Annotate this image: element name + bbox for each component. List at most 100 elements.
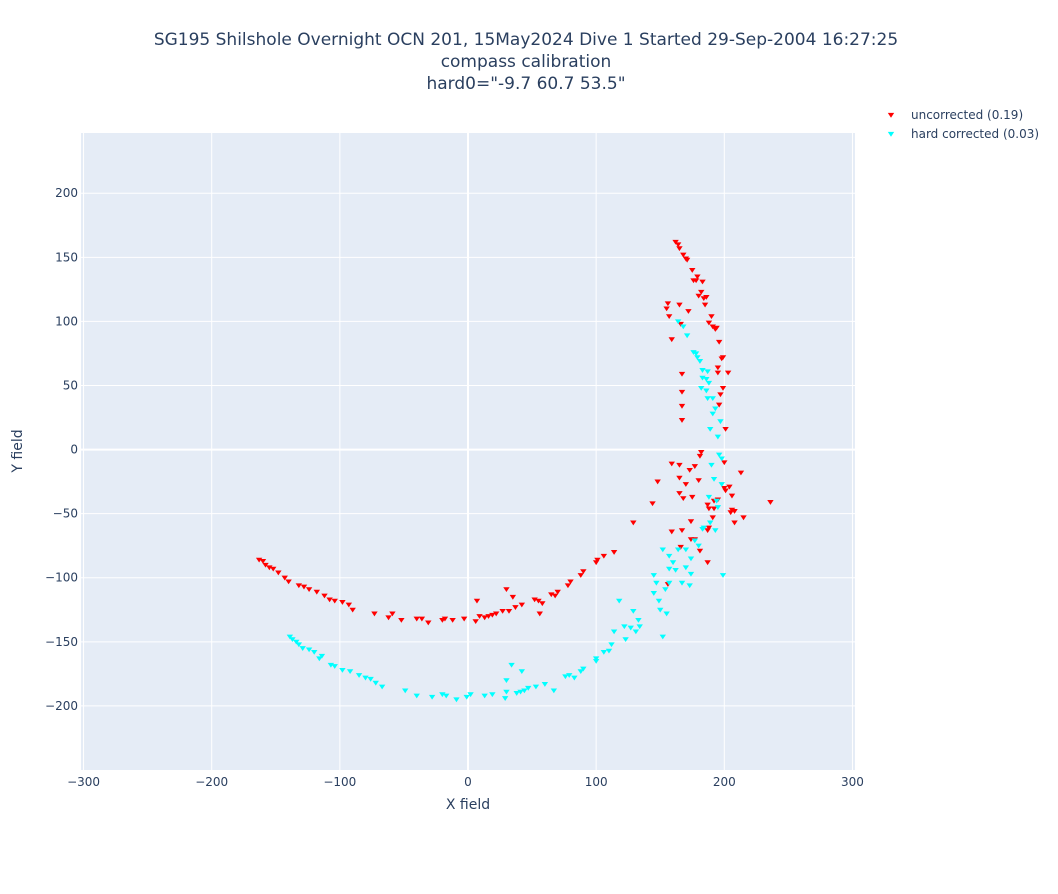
data-point [539,601,546,607]
data-point [508,662,515,668]
data-point [721,485,728,491]
data-point [689,494,696,500]
data-point [695,478,702,484]
data-point [594,557,601,563]
data-point [517,689,524,695]
data-point [665,566,673,572]
data-point [512,605,519,610]
data-point [460,616,468,622]
legend-marker-uncorrected [887,112,895,118]
legend-label-uncorrected: uncorrected (0.19) [911,108,1023,122]
data-point [708,462,715,468]
data-point [355,673,363,678]
data-point [313,589,320,595]
data-point [275,570,282,576]
y-tick-label: 200 [55,186,78,200]
data-point [687,556,695,562]
data-point [577,573,584,578]
data-point [677,544,684,550]
data-point [439,692,446,698]
data-point [630,608,637,614]
data-point [532,684,540,690]
data-point [285,579,292,585]
data-point [299,646,306,651]
data-point [678,371,686,377]
data-point [564,583,572,589]
data-point [372,680,379,686]
data-point [505,608,513,614]
data-point [731,520,738,526]
data-point [371,611,378,617]
data-point [551,593,559,599]
data-point [678,403,686,409]
data-point [385,615,392,621]
data-point [492,611,500,617]
data-point [709,515,716,521]
data-point [685,309,692,314]
x-tick-label: −300 [67,775,100,789]
data-point [722,426,729,432]
data-point [665,580,673,586]
data-point [331,598,338,604]
data-point [467,692,474,698]
data-point [665,553,673,559]
data-point [674,319,682,325]
data-point [541,682,549,687]
data-point [270,566,277,572]
data-point [719,385,727,391]
data-point [481,693,488,699]
data-point [705,380,713,386]
data-point [636,624,643,630]
data-point [295,583,303,589]
data-point [554,589,561,595]
data-point [717,419,724,425]
chart-title-line-2: compass calibration [441,52,612,72]
y-tick-label: −100 [45,571,78,585]
data-point [683,257,691,263]
x-tick-label: 300 [841,775,864,789]
data-point [289,637,296,642]
data-point [503,689,510,695]
data-point [719,355,727,361]
data-point [657,607,664,613]
data-point [698,450,705,455]
data-point [453,697,460,703]
data-point [695,543,702,549]
data-point [696,548,704,554]
data-point [706,426,714,432]
data-point [700,525,707,531]
data-point [600,650,608,655]
data-point [714,370,722,376]
data-point [682,547,690,553]
data-point [691,464,699,469]
data-point [676,491,683,496]
data-point [710,506,718,512]
chart-title: SG195 Shilshole Overnight OCN 201, 15May… [154,30,898,94]
data-point [339,667,346,673]
data-point [718,456,725,462]
data-point [677,321,684,327]
legend-item-hard-corrected[interactable]: hard corrected (0.03) [887,127,1039,141]
data-point [737,470,745,476]
data-point [293,639,300,645]
y-tick-labels: −200 −150 −100 −50 0 50 100 150 200 [45,186,78,713]
x-tick-label: 0 [464,775,472,789]
data-point [692,278,700,284]
data-point [632,629,640,635]
data-point [715,402,723,408]
data-point [418,616,426,622]
data-point [665,314,673,320]
data-point [715,452,723,458]
legend[interactable]: uncorrected (0.19) hard corrected (0.03) [887,108,1039,141]
data-point [714,365,722,371]
data-point [692,351,700,357]
data-point [699,279,706,285]
data-point [767,500,774,505]
data-point [678,389,686,395]
legend-marker-hard-corrected [887,131,895,137]
data-points [255,239,774,703]
data-point [676,475,683,481]
data-point [566,673,573,678]
legend-item-uncorrected[interactable]: uncorrected (0.19) [887,108,1023,122]
